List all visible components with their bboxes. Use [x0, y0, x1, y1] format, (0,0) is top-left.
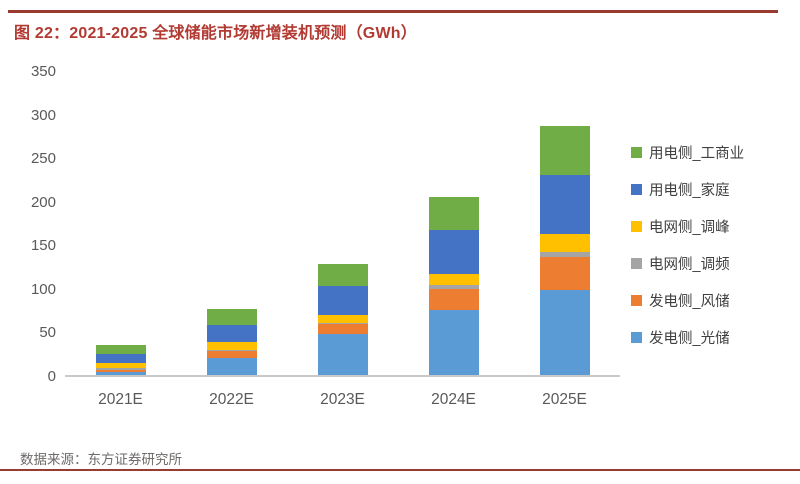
- y-axis-tick-label: 250: [30, 150, 56, 168]
- bar-segment: [206, 341, 257, 350]
- bar-segment: [428, 273, 479, 286]
- x-axis: 2021E 2022E 2023E 2024E 2025E: [65, 391, 620, 409]
- bar-segment: [428, 288, 479, 310]
- legend-label: 电网侧_调频: [649, 257, 730, 273]
- legend-label: 电网侧_调峰: [649, 220, 730, 236]
- bar-segment: [206, 357, 257, 375]
- bar-segment: [539, 257, 590, 290]
- bar-2025E: [539, 72, 590, 375]
- bar-segment: [539, 125, 590, 175]
- y-axis-tick-label: 350: [30, 63, 56, 80]
- legend-label: 用电侧_工商业: [649, 146, 745, 162]
- y-axis-tick-label: 100: [30, 280, 56, 298]
- bar-segment: [206, 351, 257, 358]
- bar-segment: [95, 362, 146, 369]
- header-divider: [8, 10, 778, 13]
- legend-item: 发电侧_光储: [631, 319, 744, 356]
- legend-label: 用电侧_家庭: [649, 183, 730, 199]
- stacked-bar-chart: 350 300 250 200 150 100 50 0 2021E 2022E 2023E 202…: [0, 55, 800, 425]
- plot-area: [65, 72, 620, 377]
- bar-segment: [95, 354, 146, 363]
- x-axis-label: 2025E: [542, 391, 587, 408]
- y-axis-tick-label: 0: [47, 368, 56, 385]
- legend-item: 发电侧_风储: [631, 282, 744, 319]
- legend-item: 电网侧_调峰: [631, 208, 744, 245]
- bar-segment: [317, 324, 368, 335]
- bar-segment: [206, 308, 257, 325]
- x-axis-label: 2024E: [431, 391, 476, 408]
- bar-2024E: [428, 72, 479, 375]
- legend-swatch-icon: [631, 295, 642, 306]
- bar-segment: [95, 345, 146, 355]
- legend-swatch-icon: [631, 221, 642, 232]
- bar-segment: [428, 197, 479, 231]
- y-axis-tick-label: 200: [30, 193, 56, 211]
- bar-segment: [428, 285, 479, 289]
- legend-label: 发电侧_风储: [649, 294, 730, 310]
- bar-segment: [95, 369, 146, 372]
- legend-item: 用电侧_工商业: [631, 134, 744, 171]
- bar-segment: [428, 230, 479, 274]
- bar-2022E: [206, 72, 257, 375]
- x-axis-label: 2021E: [98, 391, 143, 408]
- legend-swatch-icon: [631, 147, 642, 158]
- y-axis-tick-label: 50: [39, 324, 56, 342]
- bar-segment: [539, 252, 590, 258]
- bar-segment: [206, 349, 257, 352]
- bar-segment: [317, 314, 368, 323]
- bar-segment: [539, 233, 590, 253]
- bar-segment: [317, 286, 368, 315]
- legend-swatch-icon: [631, 332, 642, 343]
- legend-item: 电网侧_调频: [631, 245, 744, 282]
- y-axis-tick-label: 300: [30, 106, 56, 124]
- bar-segment: [539, 289, 590, 375]
- legend-label: 发电侧_光储: [649, 331, 730, 347]
- bar-2023E: [317, 72, 368, 375]
- chart-legend: 用电侧_工商业 用电侧_家庭 电网侧_调峰 电网侧_调频 发电侧_风储 发电侧_光储: [631, 134, 744, 356]
- bar-segment: [95, 371, 146, 375]
- legend-item: 用电侧_家庭: [631, 171, 744, 208]
- y-axis: 350 300 250 200 150 100 50 0: [12, 63, 56, 385]
- x-axis-label: 2022E: [209, 391, 254, 408]
- figure-title: 图 22：2021-2025 全球储能市场新增装机预测（GWh）: [14, 25, 417, 42]
- bar-segment: [95, 368, 146, 370]
- bar-group: [65, 72, 620, 375]
- bar-2021E: [95, 72, 146, 375]
- x-axis-label: 2023E: [320, 391, 365, 408]
- legend-swatch-icon: [631, 184, 642, 195]
- bar-segment: [539, 174, 590, 234]
- bar-segment: [317, 334, 368, 375]
- footer-divider: [0, 469, 800, 471]
- legend-swatch-icon: [631, 258, 642, 269]
- bar-segment: [206, 324, 257, 342]
- bar-segment: [317, 263, 368, 287]
- data-source: 数据来源：东方证券研究所: [20, 452, 182, 467]
- bar-segment: [428, 309, 479, 375]
- bar-segment: [317, 322, 368, 325]
- y-axis-tick-label: 150: [30, 237, 56, 255]
